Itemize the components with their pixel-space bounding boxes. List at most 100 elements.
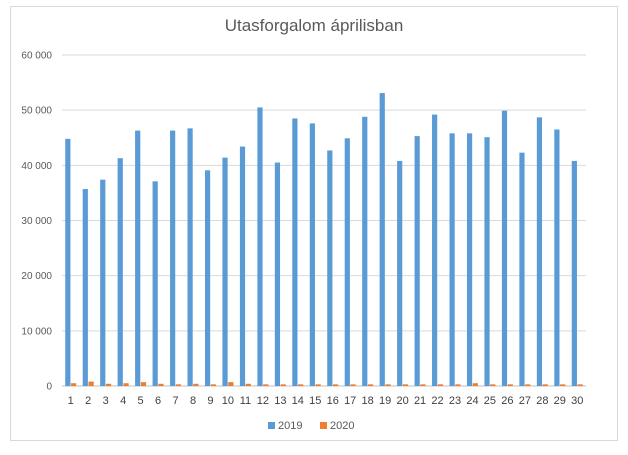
x-tick-label: 1 <box>68 395 74 407</box>
bar-2019 <box>309 123 315 386</box>
bar-2020 <box>280 384 286 386</box>
x-tick-label: 30 <box>571 395 583 407</box>
bar-2020 <box>210 384 216 386</box>
y-tick-label: 50 000 <box>21 106 52 117</box>
bar-2020 <box>298 384 304 386</box>
x-axis-ticks: 1 2 3 4 5 6 7 8 9 10 11 12 13 14 15 16 17 18 19 20 21 22 23 24 2… <box>68 395 584 407</box>
bar-2020 <box>315 384 321 386</box>
bar-2020 <box>193 383 199 386</box>
bar-2019 <box>397 160 403 386</box>
bar-2020 <box>88 381 94 386</box>
bar-2020 <box>175 384 182 386</box>
bar-2020 <box>367 384 374 386</box>
bar-2020 <box>123 383 129 386</box>
legend-swatch <box>320 422 327 429</box>
bar-2020 <box>542 384 548 386</box>
bar-2019 <box>466 133 473 386</box>
y-tick-label: 10 000 <box>21 326 52 337</box>
bar-2020 <box>490 384 496 386</box>
bar-2020 <box>105 383 112 386</box>
bar-2019 <box>536 117 543 387</box>
bar-2019 <box>65 138 71 386</box>
bar-2019 <box>222 157 228 386</box>
bar-2019 <box>554 129 560 386</box>
y-axis-ticks: 0 10 000 20 000 30 000 40 000 50 000 60 000 <box>21 51 52 393</box>
bar-2019 <box>449 133 455 386</box>
x-tick-label: 29 <box>554 395 566 407</box>
x-tick-label: 4 <box>120 395 126 407</box>
bar-2019 <box>187 128 193 386</box>
x-tick-label: 13 <box>274 395 286 407</box>
bar-2019 <box>414 136 420 386</box>
bar-2020 <box>350 384 356 386</box>
x-tick-label: 24 <box>466 395 478 407</box>
x-tick-label: 5 <box>138 395 144 407</box>
bar-2020 <box>245 383 251 386</box>
bar-2020 <box>263 384 269 386</box>
bar-2019 <box>135 130 141 386</box>
x-tick-label: 2 <box>85 395 91 407</box>
bar-2019 <box>501 110 508 387</box>
bar-2019 <box>379 93 385 386</box>
x-tick-label: 18 <box>362 395 374 407</box>
bar-2019 <box>117 158 123 386</box>
x-tick-label: 25 <box>484 395 496 407</box>
bar-2019 <box>239 146 246 386</box>
y-tick-label: 0 <box>46 382 52 393</box>
bar-2020 <box>507 384 513 386</box>
x-tick-label: 7 <box>172 395 178 407</box>
bar-2020 <box>525 384 531 386</box>
bars <box>65 93 583 387</box>
y-tick-label: 40 000 <box>21 161 52 172</box>
x-tick-label: 10 <box>222 395 234 407</box>
y-tick-label: 60 000 <box>21 51 52 62</box>
x-tick-label: 21 <box>414 395 426 407</box>
bar-2019 <box>484 137 490 386</box>
bar-2019 <box>344 138 350 386</box>
bar-2020 <box>577 384 583 386</box>
x-tick-label: 14 <box>292 395 304 407</box>
y-tick-label: 20 000 <box>21 271 52 282</box>
bar-2019 <box>100 179 106 386</box>
x-tick-label: 8 <box>190 395 196 407</box>
bar-2020 <box>71 383 77 386</box>
bar-2019 <box>274 162 281 386</box>
chart-title: Utasforgalom áprilisban <box>224 16 404 35</box>
bar-2019 <box>432 114 438 386</box>
bar-2019 <box>327 150 333 386</box>
x-tick-label: 15 <box>309 395 321 407</box>
x-tick-label: 19 <box>379 395 391 407</box>
x-tick-label: 12 <box>257 395 269 407</box>
bar-2019 <box>170 130 176 386</box>
bar-2020 <box>385 384 391 386</box>
legend-swatch <box>268 422 275 429</box>
bar-2020 <box>560 384 566 386</box>
bar-2019 <box>204 170 211 386</box>
x-tick-label: 16 <box>327 395 339 407</box>
legend: 2019 2020 <box>268 420 354 432</box>
bar-2020 <box>140 382 147 386</box>
bar-2020 <box>158 383 164 386</box>
x-tick-label: 9 <box>207 395 213 407</box>
bar-2019 <box>82 189 88 386</box>
bar-2020 <box>228 382 234 386</box>
legend-label: 2019 <box>278 420 302 432</box>
bar-2020 <box>333 384 339 386</box>
x-tick-label: 27 <box>519 395 531 407</box>
bar-2019 <box>292 118 298 387</box>
x-tick-label: 6 <box>155 395 161 407</box>
legend-label: 2020 <box>330 420 354 432</box>
bar-2019 <box>519 152 525 386</box>
y-tick-label: 30 000 <box>21 216 52 227</box>
x-tick-label: 3 <box>103 395 109 407</box>
x-tick-label: 28 <box>536 395 548 407</box>
x-tick-label: 20 <box>396 395 408 407</box>
x-tick-label: 23 <box>449 395 461 407</box>
bar-2020 <box>472 383 478 386</box>
bar-2020 <box>420 384 426 386</box>
bar-2020 <box>437 384 444 386</box>
x-tick-label: 26 <box>501 395 513 407</box>
bar-2019 <box>571 160 577 386</box>
bar-2019 <box>152 181 158 386</box>
